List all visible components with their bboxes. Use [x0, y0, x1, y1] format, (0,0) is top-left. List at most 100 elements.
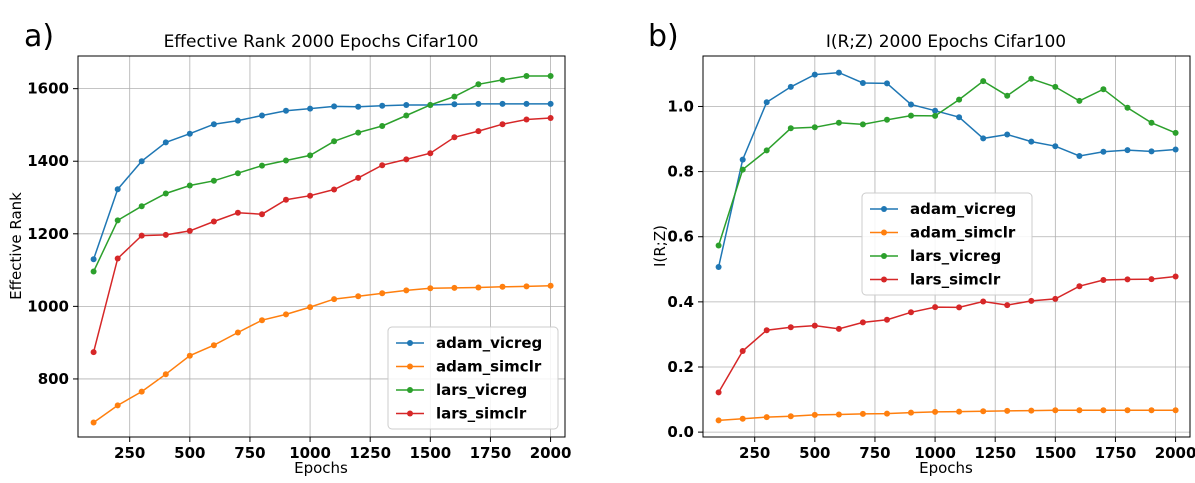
panel-b-x-tick-label: 1500 — [1034, 444, 1076, 462]
panel-b-point-adam_simclr — [763, 414, 770, 421]
panel-b-point-lars_vicreg — [1052, 83, 1059, 90]
panel-a-point-lars_simclr — [451, 134, 458, 141]
panel-b-legend-box — [861, 192, 1033, 296]
panel-a-point-adam_simclr — [355, 293, 362, 300]
panel-a-point-lars_vicreg — [499, 76, 506, 83]
panel-a-point-adam_vicreg — [234, 117, 241, 124]
panel-a-point-lars_vicreg — [331, 138, 338, 145]
panel-a-point-adam_vicreg — [283, 107, 289, 114]
panel-b-point-adam_vicreg — [787, 83, 794, 90]
panel-b-point-adam_simclr — [1028, 407, 1035, 414]
panel-b-y-label: I(R;Z) — [651, 225, 669, 267]
panel-a-legend-marker-adam_simclr — [407, 363, 413, 370]
panel-b-point-adam_vicreg — [1148, 148, 1155, 155]
panel-b-point-lars_vicreg — [1124, 104, 1131, 111]
panel-a-point-lars_vicreg — [547, 73, 554, 79]
panel-a-point-lars_vicreg — [427, 102, 434, 108]
panel-a-line-adam_vicreg — [92, 103, 551, 260]
panel-b-x-tick-label: 1000 — [914, 444, 956, 462]
panel-a-legend-box — [387, 326, 559, 430]
panel-b-y-tick-label: 0.4 — [667, 293, 694, 311]
panel-b-point-adam_simclr — [908, 409, 914, 416]
panel-b-point-adam_vicreg — [1004, 131, 1011, 138]
panel-a-x-tick-label: 1250 — [349, 444, 391, 462]
panel-a-point-adam_simclr — [114, 402, 121, 409]
panel-b-y-tick-label: 1.0 — [667, 97, 694, 115]
panel-a-point-adam_simclr — [331, 296, 338, 303]
panel-a-y-tick-label: 1200 — [27, 225, 69, 243]
panel-a-x-tick-label: 1500 — [409, 444, 451, 462]
panel-a-point-lars_vicreg — [403, 112, 410, 119]
panel-b-point-adam_simclr — [1100, 407, 1107, 414]
panel-b-point-adam_vicreg — [932, 107, 939, 114]
panel-b-x-label: Epochs — [919, 459, 973, 477]
panel-b-axes-frame — [702, 55, 1191, 438]
panel-b-point-lars_vicreg — [835, 119, 842, 126]
panel-b-point-lars_simclr — [787, 324, 794, 331]
panel-a-point-adam_simclr — [283, 311, 289, 318]
panel-a-point-adam_vicreg — [114, 186, 121, 193]
panel-b-point-adam_vicreg — [908, 101, 914, 108]
panel-a-legend-label-adam_simclr: adam_simclr — [436, 358, 542, 376]
panel-a-point-lars_vicreg — [523, 73, 530, 79]
panel-a-point-lars_simclr — [114, 255, 121, 262]
panel-a-point-lars_simclr — [162, 231, 169, 238]
panel-a-point-adam_simclr — [162, 371, 169, 378]
panel-b-y-tick-label: 0.2 — [667, 358, 694, 376]
panel-b-point-lars_vicreg — [1004, 92, 1011, 99]
panel-a-point-lars_simclr — [138, 232, 145, 239]
panel-a-point-lars_vicreg — [210, 177, 217, 184]
panel-a-point-adam_vicreg — [547, 100, 554, 107]
panel-b-point-lars_vicreg — [980, 78, 987, 85]
panel-a-point-adam_vicreg — [138, 158, 145, 165]
panel-a-grid — [78, 56, 565, 437]
panel-a-point-lars_simclr — [475, 128, 482, 135]
panel-a-point-lars_vicreg — [138, 203, 145, 210]
panel-a-point-lars_vicreg — [162, 190, 169, 197]
panel-b-x-tick-label: 1750 — [1095, 444, 1137, 462]
panel-a-legend-marker-lars_vicreg — [407, 387, 413, 393]
panel-b-point-adam_vicreg — [811, 71, 818, 78]
panel-a-point-lars_simclr — [379, 162, 386, 169]
panel-b-point-lars_vicreg — [908, 112, 914, 119]
panel-a-x-tick-label: 750 — [234, 444, 265, 462]
panel-a-y-tick-label: 1000 — [27, 297, 69, 315]
panel-a-point-adam_vicreg — [403, 102, 410, 108]
panel-a-point-lars_simclr — [427, 150, 434, 157]
panel-a-point-adam_vicreg — [210, 121, 217, 128]
panel-b-point-adam_vicreg — [715, 264, 722, 270]
panel-a-point-adam_simclr — [234, 329, 241, 336]
panel-b-point-lars_vicreg — [715, 242, 722, 249]
panel-b-point-lars_vicreg — [739, 166, 746, 173]
panel-b-point-adam_vicreg — [835, 69, 842, 76]
panel-b-point-lars_vicreg — [787, 125, 794, 132]
panel-a-point-lars_simclr — [90, 349, 97, 356]
panel-b-point-lars_simclr — [932, 304, 939, 311]
panel-b-point-lars_simclr — [835, 325, 842, 332]
panel-a-point-lars_simclr — [547, 115, 554, 121]
panel-a-point-adam_vicreg — [451, 101, 458, 108]
panel-b-point-adam_vicreg — [1028, 138, 1035, 145]
panel-b-point-lars_vicreg — [956, 96, 963, 103]
panel-a-point-adam_simclr — [475, 284, 482, 291]
panel-b-point-adam_vicreg — [884, 80, 890, 87]
panel-b-point-lars_vicreg — [1076, 97, 1083, 104]
panel-b-legend-marker-lars_simclr — [881, 276, 887, 283]
panel-b-point-adam_simclr — [1172, 407, 1179, 414]
panel-a-point-lars_simclr — [283, 196, 289, 203]
panel-a-axes-frame — [77, 55, 566, 438]
panel-b-point-adam_vicreg — [859, 80, 866, 86]
panel-b-x-tick-label: 1250 — [974, 444, 1016, 462]
panel-a-point-adam_simclr — [307, 304, 314, 311]
panel-b-point-adam_vicreg — [1172, 146, 1179, 153]
panel-b-line-lars_simclr — [717, 275, 1176, 393]
panel-a-point-lars_simclr — [186, 227, 193, 234]
panel-b-point-adam_vicreg — [1124, 147, 1131, 154]
panel-a-point-lars_simclr — [499, 121, 506, 128]
panel-a-letter: a) — [24, 19, 54, 54]
panel-b-point-adam_simclr — [956, 408, 963, 415]
panel-a-point-lars_vicreg — [283, 157, 289, 164]
panel-a-point-adam_simclr — [259, 317, 265, 324]
panel-b-x-tick-label: 500 — [799, 444, 830, 462]
panel-a-series — [90, 73, 554, 426]
